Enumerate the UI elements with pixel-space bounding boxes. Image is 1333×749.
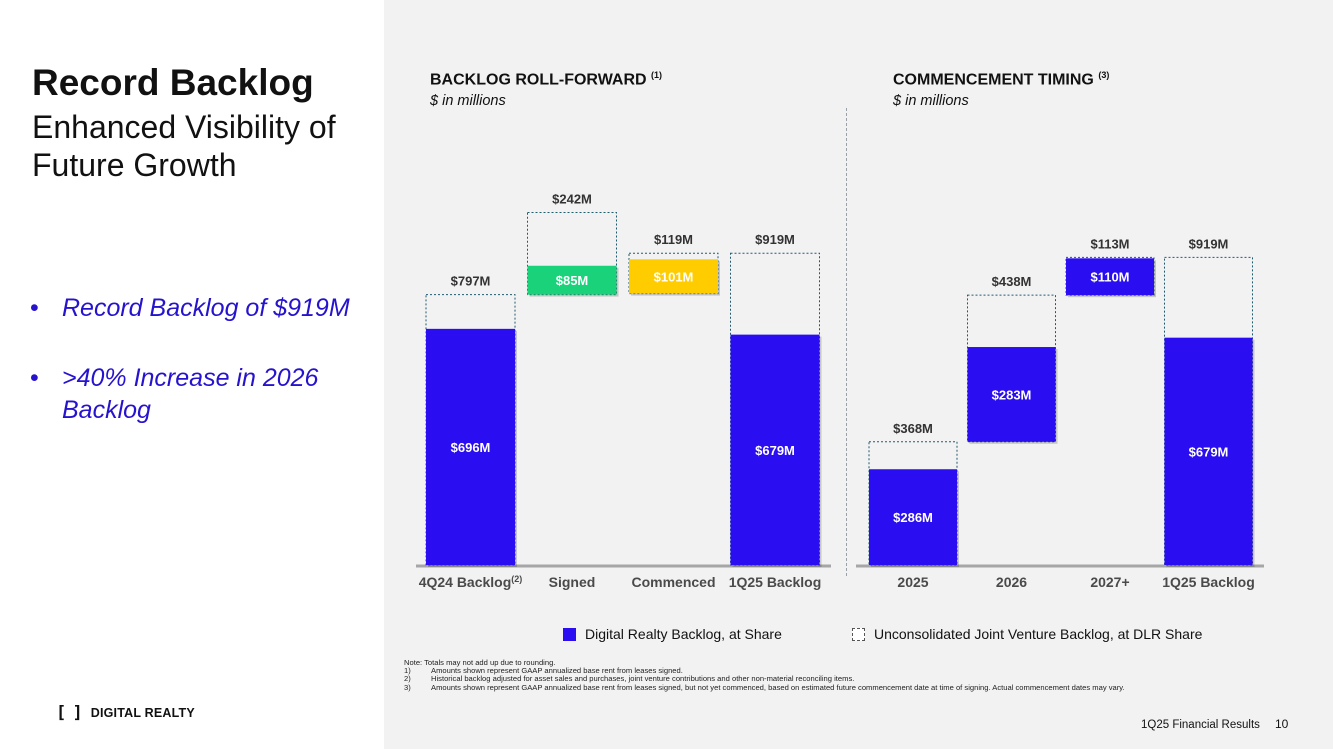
footnote-item: 3) Amounts shown represent GAAP annualize… [404, 682, 1284, 692]
chart1-bar-value-label: $101M [654, 269, 694, 284]
legend-solid: Digital Realty Backlog, at Share [563, 626, 782, 642]
key-point: • >40% Increase in 2026 Backlog [30, 362, 360, 426]
legend-dashed-label: Unconsolidated Joint Venture Backlog, at… [874, 626, 1203, 642]
chart1-bar-value-label: $679M [755, 443, 795, 458]
chart2-category-label: 1Q25 Backlog [1162, 574, 1255, 590]
chart1-dlr-bar [527, 265, 617, 295]
footnote-text: Amounts shown represent GAAP annualized … [431, 666, 683, 676]
chart1-title: BACKLOG ROLL-FORWARD (1) [430, 70, 662, 89]
chart1-category-label: Commenced [631, 574, 715, 590]
chart2-bar-value-label: $679M [1189, 444, 1229, 459]
footnote-item: 2) Historical backlog adjusted for asset … [404, 675, 1284, 683]
chart2-dlr-bar [967, 347, 1056, 442]
chart1-category-label: Signed [549, 574, 596, 590]
footnote-note: Note: Totals may not add up due to round… [404, 658, 556, 667]
chart2-title-text: COMMENCEMENT TIMING [893, 71, 1094, 89]
chart2-total-label: $438M [992, 274, 1032, 289]
page-number: 10 [1275, 717, 1289, 731]
chart1-dlr-bar [426, 328, 515, 565]
chart2-bar-value-label: $110M [1090, 270, 1129, 285]
footnote-text: Historical backlog adjusted for asset sa… [431, 674, 855, 684]
footnote-number: 3) [404, 682, 411, 692]
chart1-total-label: $119M [654, 232, 693, 247]
chart1-category-label: 4Q24 Backlog(2) [419, 574, 523, 590]
key-point-text: Record Backlog of $919M [62, 294, 350, 322]
key-points-list: • Record Backlog of $919M • >40% Increase … [30, 292, 360, 464]
chart1-bar-value-label: $696M [451, 440, 491, 455]
key-point-text: >40% Increase in 2026 Backlog [62, 364, 319, 424]
legend-dashed-swatch [852, 627, 865, 641]
footnote-text: Amounts shown represent GAAP annualized … [431, 682, 1125, 692]
page-subtitle: Enhanced Visibility of Future Growth [32, 109, 336, 183]
chart1-bar-value-label: $85M [556, 273, 589, 288]
chart2-total-label: $113M [1090, 236, 1129, 251]
key-point: • Record Backlog of $919M [30, 292, 360, 324]
charts-svg: $696M $797M 4Q24 Backlog(2) $85M $242M Signed… [416, 191, 1264, 590]
chart2-dlr-bar [869, 469, 957, 565]
chart1-category-label: 1Q25 Backlog [729, 574, 822, 590]
chart2-dlr-bar [1066, 258, 1154, 296]
company-logo: [ ] DIGITAL REALTY [56, 703, 195, 723]
chart1-total-label: $919M [755, 232, 795, 247]
chart1-dlr-bar [629, 259, 718, 294]
chart2-title-footnote: (3) [1098, 70, 1110, 80]
chart2-category-label: 2027+ [1090, 574, 1129, 590]
page-title: Record Backlog [32, 62, 314, 103]
footnote-number: 2) [404, 674, 411, 684]
logo-bracket-icon: [ ] [56, 703, 83, 723]
chart2-category-label: 2025 [897, 574, 928, 590]
legend-dashed: Unconsolidated Joint Venture Backlog, at… [852, 626, 1202, 642]
chart2-bar-value-label: $283M [992, 387, 1032, 402]
chart2-total-label: $368M [893, 421, 933, 436]
logo-text: DIGITAL REALTY [90, 706, 195, 720]
footnote-item: 1) Amounts shown represent GAAP annualize… [404, 666, 1284, 676]
chart1-category-footnote: (2) [511, 574, 522, 584]
legend-solid-swatch [563, 627, 576, 641]
chart1-total-label: $797M [451, 274, 491, 289]
chart2-total-label: $919M [1189, 236, 1229, 251]
chart2-category-label: 2026 [996, 574, 1027, 590]
legend-solid-label: Digital Realty Backlog, at Share [585, 626, 782, 642]
chart1-title-text: BACKLOG ROLL-FORWARD [430, 71, 647, 89]
chart1-dlr-bar [730, 334, 820, 565]
left-panel: Record Backlog Enhanced Visibility of Fu… [0, 0, 384, 749]
chart2-title: COMMENCEMENT TIMING (3) [893, 70, 1109, 89]
chart1-unit: $ in millions [430, 93, 506, 109]
chart1-total-label: $242M [552, 191, 592, 206]
chart2-bar-value-label: $286M [893, 510, 933, 525]
chart2-unit: $ in millions [893, 93, 969, 109]
footnote-number: 1) [404, 666, 411, 676]
footnotes: Note: Totals may not add up due to round… [404, 658, 1284, 692]
chart1-title-footnote: (1) [651, 70, 663, 80]
chart1-jv-bar [527, 211, 617, 296]
bullet-icon: • [30, 364, 39, 392]
bullet-icon: • [30, 294, 39, 322]
footer-text: 1Q25 Financial Results [1141, 719, 1260, 731]
chart-divider [846, 108, 847, 576]
chart2-dlr-bar [1164, 337, 1253, 565]
